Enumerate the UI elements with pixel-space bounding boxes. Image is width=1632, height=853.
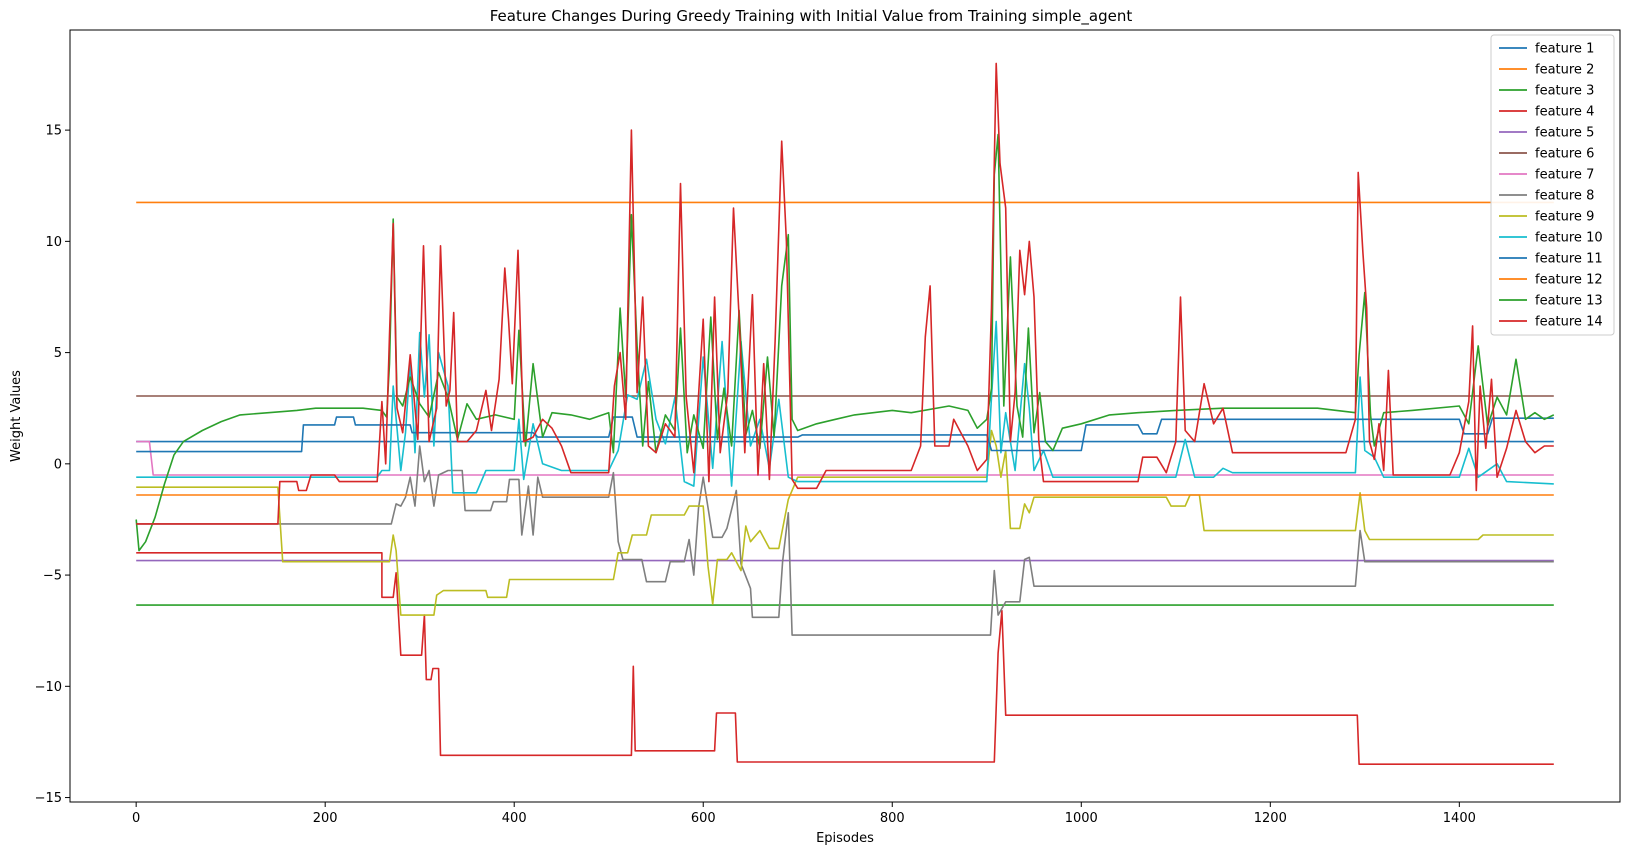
legend-box (1490, 34, 1615, 336)
x-tick-label: 600 (691, 811, 716, 826)
legend-label: feature 2 (1535, 63, 1594, 78)
x-tick-label: 0 (132, 811, 140, 826)
y-axis-label: Weight Values (9, 370, 24, 462)
legend-label: feature 9 (1535, 210, 1594, 225)
x-tick-label: 800 (880, 811, 905, 826)
chart-title: Feature Changes During Greedy Training w… (490, 7, 1133, 26)
series-line-8 (136, 445, 1554, 636)
legend-label: feature 13 (1535, 294, 1603, 309)
y-tick-label: 0 (54, 457, 62, 472)
axes-frame (69, 29, 1621, 803)
legend-label: feature 1 (1535, 42, 1594, 57)
series-layer (135, 62, 1555, 765)
legend-label: feature 10 (1535, 231, 1603, 246)
series-line-4 (136, 552, 1554, 765)
series-line-7 (136, 440, 1554, 476)
x-tick-label: 1000 (1065, 811, 1098, 826)
x-axis-label: Episodes (816, 831, 874, 846)
y-tick-label: −15 (35, 791, 62, 806)
y-tick-label: 15 (45, 124, 62, 139)
legend-label: feature 8 (1535, 189, 1594, 204)
y-tick-label: 5 (54, 346, 62, 361)
legend-label: feature 4 (1535, 105, 1594, 120)
x-tick-label: 1400 (1443, 811, 1476, 826)
legend-label: feature 11 (1535, 252, 1603, 267)
legend-label: feature 12 (1535, 273, 1603, 288)
y-tick-label: 10 (45, 235, 62, 250)
series-line-14 (136, 62, 1554, 525)
x-tick-label: 400 (502, 811, 527, 826)
legend-label: feature 14 (1535, 315, 1603, 330)
axes-layer: 0 200 400 600 800 1000 1200 1400 −15 −10 −5 0 5 10 15 (35, 29, 1621, 826)
x-tick-label: 200 (313, 811, 338, 826)
legend-label: feature 3 (1535, 84, 1594, 99)
legend-label: feature 5 (1535, 126, 1594, 141)
series-line-9 (136, 429, 1554, 616)
legend: feature 1 feature 2 feature 3 feature 4 feat… (1490, 34, 1615, 336)
y-tick-label: −10 (35, 680, 62, 695)
plot-area (70, 30, 1620, 802)
y-tick-label: −5 (43, 569, 62, 584)
x-tick-label: 1200 (1254, 811, 1287, 826)
legend-label: feature 6 (1535, 147, 1594, 162)
legend-label: feature 7 (1535, 168, 1594, 183)
